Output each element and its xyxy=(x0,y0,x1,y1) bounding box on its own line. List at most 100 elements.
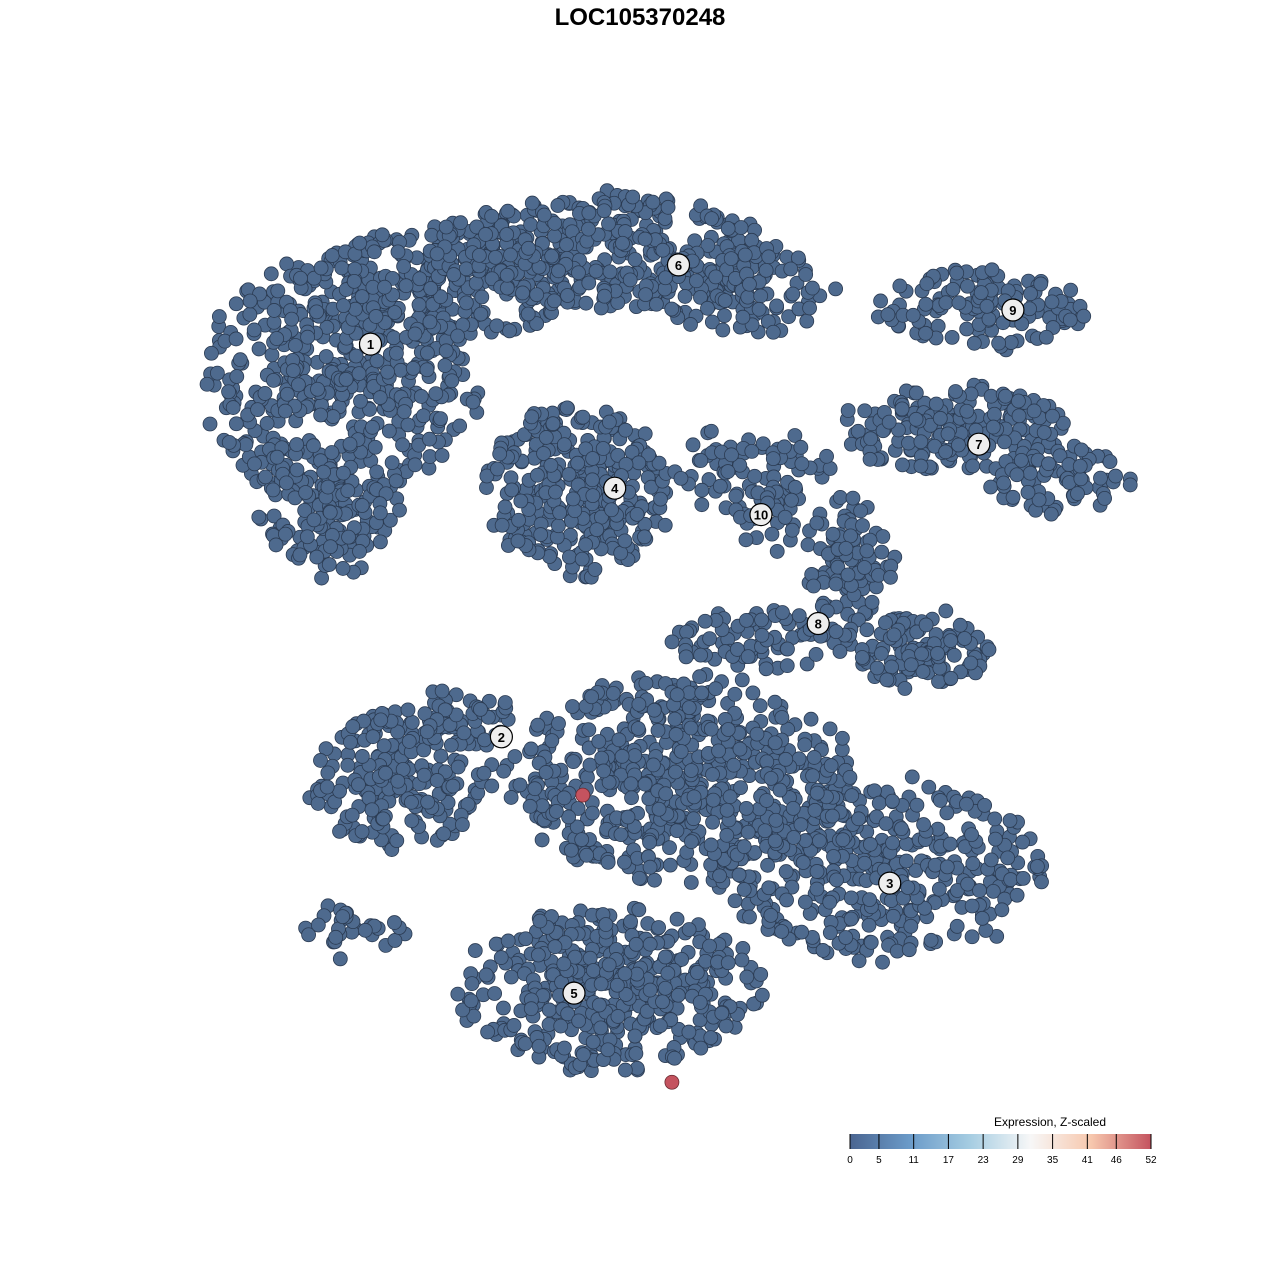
cell-point xyxy=(489,318,505,334)
cell-point xyxy=(657,517,673,533)
cell-point xyxy=(204,345,219,361)
cell-point xyxy=(883,569,898,585)
cell-point xyxy=(727,893,743,909)
cell-point xyxy=(587,562,603,577)
cell-point xyxy=(521,240,536,256)
cell-point xyxy=(313,407,329,423)
cell-point xyxy=(692,995,708,1010)
cell-point xyxy=(938,603,954,619)
cell-point xyxy=(938,295,954,311)
cell-point xyxy=(465,394,481,410)
cell-point xyxy=(297,503,313,518)
cell-point xyxy=(708,681,723,697)
cluster-label-text: 10 xyxy=(754,508,768,523)
cell-point xyxy=(420,794,436,810)
cell-point xyxy=(551,263,566,279)
cell-point xyxy=(838,540,854,556)
cell-point xyxy=(897,681,913,696)
cell-point xyxy=(901,435,916,451)
cell-point xyxy=(513,493,529,509)
cell-point xyxy=(1045,408,1060,424)
cell-point xyxy=(496,763,512,779)
cell-point xyxy=(711,743,726,759)
cell-point xyxy=(786,830,802,845)
cell-point xyxy=(793,439,809,455)
cell-point xyxy=(615,235,630,251)
cell-point xyxy=(229,369,245,384)
cell-point xyxy=(923,932,939,948)
cell-point xyxy=(556,437,572,452)
cell-point xyxy=(720,221,736,236)
cell-point xyxy=(559,400,575,416)
cell-point xyxy=(646,757,661,773)
cell-point xyxy=(376,738,392,754)
cell-point xyxy=(354,749,370,764)
cell-point xyxy=(703,1030,719,1046)
cell-point xyxy=(395,437,410,453)
cell-point xyxy=(452,418,468,434)
cell-point xyxy=(997,434,1012,450)
cell-point xyxy=(733,780,748,796)
cell-point xyxy=(574,551,590,567)
cell-point xyxy=(815,943,831,958)
cell-point xyxy=(631,455,647,471)
cell-point xyxy=(1000,850,1016,866)
cell-point xyxy=(309,304,325,320)
cell-point xyxy=(966,335,982,351)
cell-point xyxy=(401,734,417,749)
cell-point xyxy=(944,329,960,345)
cell-point xyxy=(500,203,516,219)
cell-point xyxy=(737,247,753,263)
cell-point xyxy=(774,924,790,939)
cell-point xyxy=(863,431,879,447)
cell-point xyxy=(292,547,308,563)
cell-point xyxy=(247,456,262,472)
cell-point xyxy=(352,235,368,251)
cell-point xyxy=(668,727,684,742)
cell-point xyxy=(886,627,902,643)
cell-point xyxy=(335,909,351,925)
cell-point xyxy=(945,281,961,297)
cell-point xyxy=(499,280,515,296)
cell-point xyxy=(289,462,305,478)
cell-point xyxy=(1030,859,1045,874)
cell-point xyxy=(524,195,540,211)
cell-point xyxy=(250,402,265,418)
cell-point xyxy=(319,779,335,795)
cell-point xyxy=(1015,834,1030,850)
cell-point xyxy=(855,518,870,533)
cell-point xyxy=(1034,874,1049,890)
cell-point xyxy=(754,627,770,643)
cell-point xyxy=(484,208,500,224)
cell-point xyxy=(1108,468,1123,484)
cell-point xyxy=(396,404,412,420)
cell-point xyxy=(913,434,929,450)
cell-point xyxy=(384,455,400,470)
cell-point xyxy=(390,724,406,740)
cell-point xyxy=(581,221,596,237)
cell-point xyxy=(637,231,653,247)
cell-point xyxy=(529,316,545,332)
cell-point xyxy=(579,847,595,863)
cell-point xyxy=(683,834,699,850)
cell-point xyxy=(263,266,279,282)
cell-point xyxy=(806,578,822,594)
cell-point xyxy=(565,699,580,714)
cell-point xyxy=(346,273,362,289)
cell-point xyxy=(760,857,776,873)
cell-point xyxy=(728,488,744,504)
cell-point xyxy=(996,475,1012,491)
cell-point xyxy=(744,232,760,248)
cell-point xyxy=(544,248,560,264)
cell-point xyxy=(667,1050,682,1066)
cell-point xyxy=(704,211,720,227)
cell-point xyxy=(258,469,273,485)
cell-point xyxy=(474,289,490,305)
cell-point xyxy=(913,458,929,474)
cell-point xyxy=(822,925,838,941)
cell-point xyxy=(863,934,879,950)
cell-point xyxy=(900,880,916,895)
cell-point xyxy=(861,917,877,933)
cell-point xyxy=(895,457,910,473)
cell-point xyxy=(631,870,647,886)
